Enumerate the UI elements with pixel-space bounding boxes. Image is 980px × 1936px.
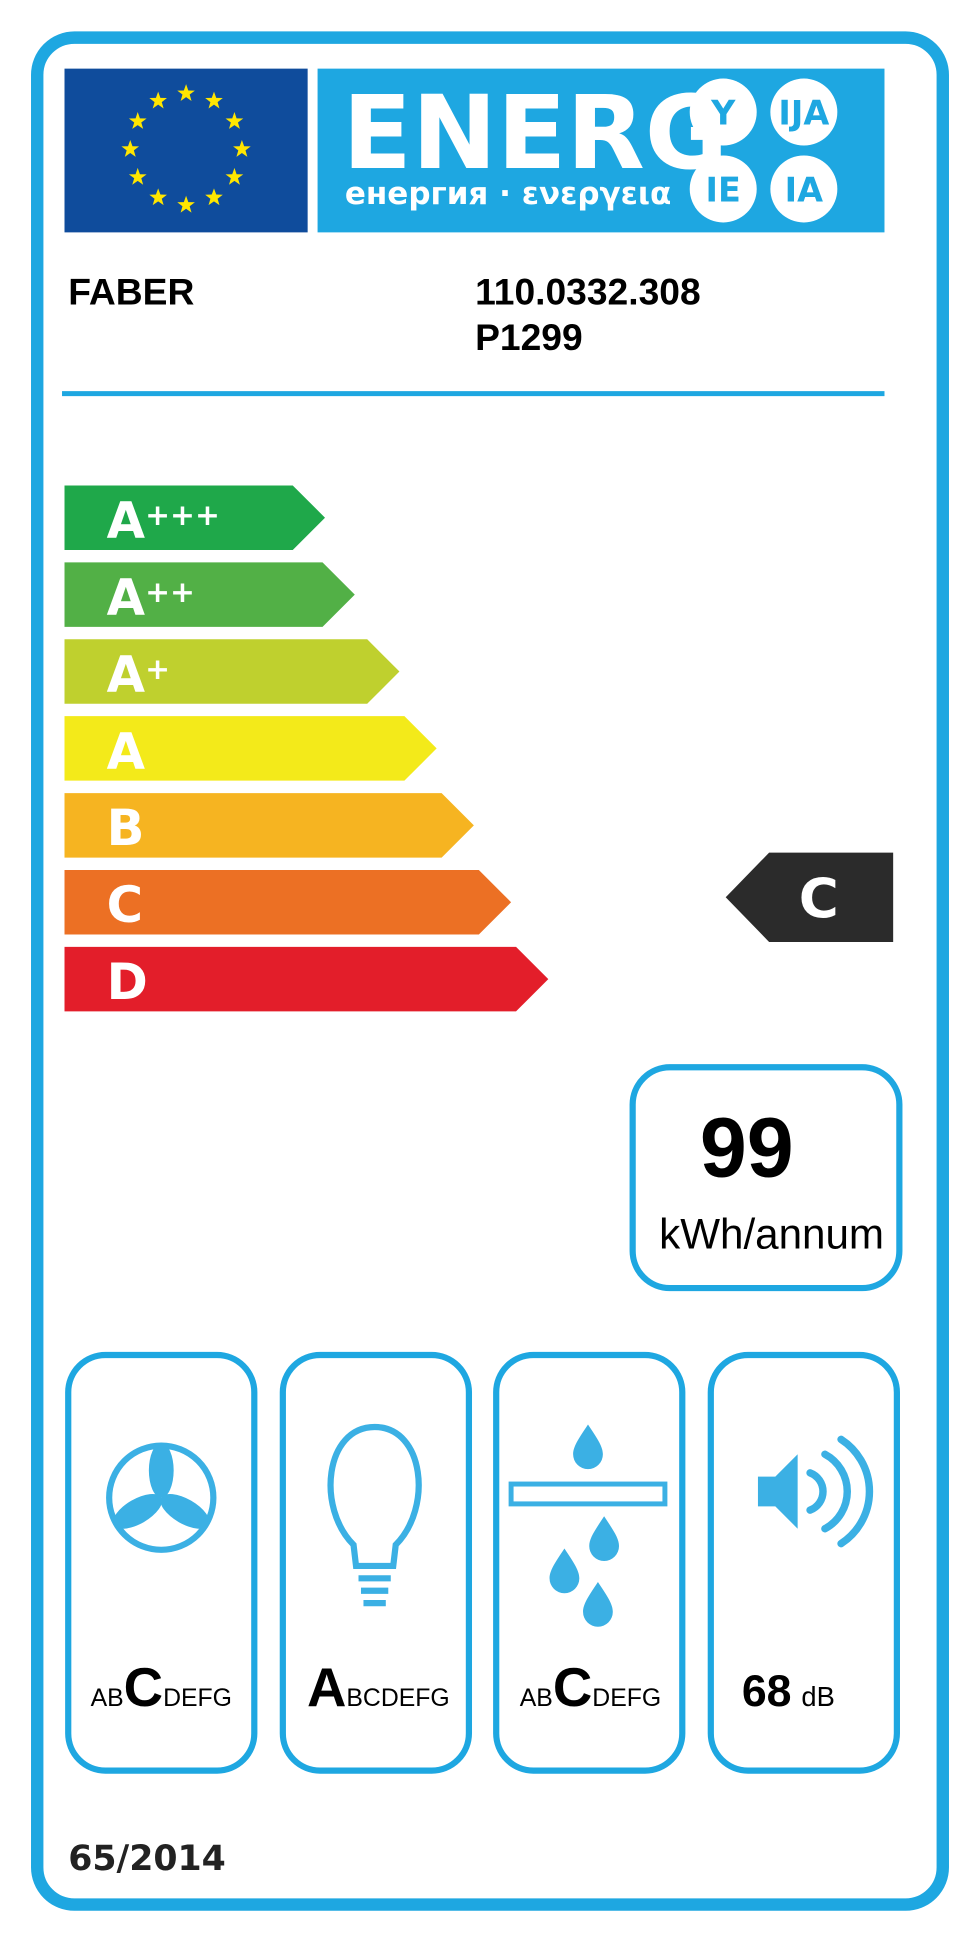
rating-arrow [725, 852, 894, 942]
class-letter: C [107, 876, 143, 934]
class-plus: +++ [145, 498, 220, 533]
class-letter: D [107, 953, 148, 1011]
class-label: A+++ [107, 492, 220, 550]
language-circles: Y IJA IE IA [689, 78, 838, 223]
star [225, 167, 244, 185]
model: P1299 [475, 316, 583, 358]
fan-icon [106, 1442, 217, 1553]
class-scale: A+++A++A+ABCD [64, 485, 549, 1012]
grease-class: ABCDEFG [520, 1657, 661, 1718]
class-highlight: C [124, 1657, 163, 1718]
border [31, 31, 949, 1911]
star [128, 167, 147, 185]
class-letters: AB [520, 1685, 553, 1712]
noise-unit: dB [801, 1681, 834, 1712]
star [205, 188, 223, 206]
stars [121, 84, 251, 213]
class-bar [64, 870, 512, 935]
supplier: FABER [68, 270, 194, 312]
noise-level: 68 dB [742, 1667, 835, 1716]
language-circle [689, 78, 757, 146]
rating: C [799, 866, 839, 930]
light-class: ABCDEFG [307, 1657, 450, 1718]
class-bar [64, 716, 437, 781]
language-code: IJA [778, 93, 829, 132]
class-bar [64, 639, 400, 704]
class-letters: AB [91, 1685, 124, 1712]
star [177, 195, 195, 213]
class-letters: DEFG [592, 1685, 661, 1712]
star [149, 91, 167, 109]
banner-word: ENERG [342, 74, 728, 192]
class-letter: A [107, 492, 146, 550]
fan-class: ABCDEFG [91, 1657, 232, 1718]
class-letter: A [107, 722, 146, 780]
language-code: IE [706, 170, 741, 209]
star [149, 188, 167, 206]
noise-value: 68 [742, 1667, 792, 1716]
class-plus: + [145, 652, 170, 687]
class-letter: A [107, 568, 146, 626]
class-bar [64, 485, 326, 550]
model: 110.0332.308 [475, 270, 701, 312]
class-bar [64, 946, 549, 1012]
language-code: IA [785, 170, 823, 209]
class-label: C [107, 876, 143, 934]
noise-icon [757, 1435, 874, 1548]
star [177, 84, 195, 102]
star [205, 91, 223, 109]
language-circle [689, 155, 757, 223]
class-label: A [107, 722, 146, 780]
class-plus: ++ [145, 575, 195, 610]
class-letters: DEFG [163, 1685, 232, 1712]
language-circle [770, 155, 838, 223]
class-bar [64, 793, 474, 858]
energy-box [629, 1064, 903, 1292]
class-letters: BCDEFG [346, 1685, 449, 1712]
regulation: 65/2014 [68, 1839, 226, 1879]
star [225, 112, 244, 129]
class-label: A++ [107, 568, 195, 626]
class-label: D [107, 953, 148, 1011]
class-highlight: A [307, 1657, 346, 1718]
language-circle [770, 78, 838, 146]
class-highlight: C [553, 1657, 592, 1718]
class-letter: A [107, 645, 146, 703]
bulb-icon [327, 1423, 422, 1607]
banner-subtitle: енергия · ενεργεια [345, 176, 671, 212]
language-code: Y [710, 93, 736, 132]
star [128, 112, 147, 129]
grease-icon [508, 1424, 668, 1627]
class-letter: B [107, 799, 145, 857]
star [121, 139, 140, 157]
class-label: A+ [107, 645, 170, 703]
energy-unit: kWh/annum [659, 1210, 884, 1257]
class-bar [64, 562, 355, 627]
energy-value: 99 [700, 1100, 794, 1194]
icon-boxes [65, 1351, 900, 1774]
class-label: B [107, 799, 145, 857]
star [233, 139, 251, 157]
